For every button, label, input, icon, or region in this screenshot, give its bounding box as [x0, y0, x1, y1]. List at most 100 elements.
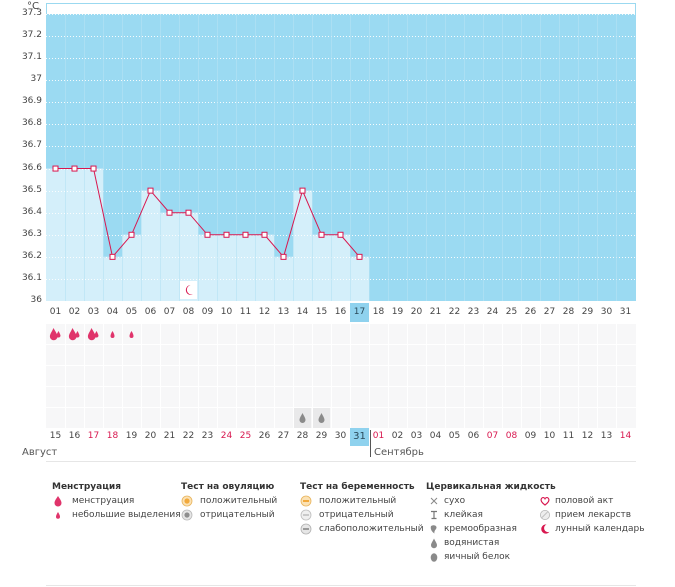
cycle-day-label[interactable]: 13 — [277, 307, 290, 317]
date-label[interactable]: 06 — [467, 431, 480, 441]
date-label[interactable]: 01 — [372, 431, 385, 441]
cycle-day-label[interactable]: 02 — [68, 307, 81, 317]
date-label[interactable]: 25 — [239, 431, 252, 441]
cycle-day-label[interactable]: 11 — [239, 307, 252, 317]
temperature-point-10 — [223, 231, 230, 238]
y-tick-label: 36.8 — [21, 118, 42, 129]
y-axis-unit: °C — [27, 1, 39, 12]
pregnancy-negative-icon — [300, 509, 312, 521]
date-label[interactable]: 23 — [201, 431, 214, 441]
cycle-day-label[interactable]: 06 — [144, 307, 157, 317]
temperature-point-07 — [166, 209, 173, 216]
cycle-day-label[interactable]: 14 — [296, 307, 309, 317]
date-label[interactable]: 20 — [144, 431, 157, 441]
legend-item-sticky: клейкая — [444, 510, 483, 520]
temperature-column-14 — [293, 190, 312, 301]
legend-title-menstruation: Менструация — [52, 482, 121, 492]
symbol-grid-row-2 — [46, 366, 636, 386]
date-label[interactable]: 04 — [429, 431, 442, 441]
cycle-day-label[interactable]: 04 — [106, 307, 119, 317]
date-label[interactable]: 28 — [296, 431, 309, 441]
temperature-point-01 — [52, 165, 59, 172]
temperature-column-13 — [274, 256, 293, 301]
y-tick-label: 36.5 — [21, 184, 42, 195]
temperature-point-17 — [356, 253, 363, 260]
temperature-column-01 — [46, 168, 65, 301]
legend-divider-top — [46, 461, 636, 462]
date-label[interactable]: 03 — [410, 431, 423, 441]
cycle-day-label[interactable]: 01 — [49, 307, 62, 317]
cycle-day-label[interactable]: 15 — [315, 307, 328, 317]
moon-icon — [541, 524, 550, 534]
cycle-day-label[interactable]: 29 — [581, 307, 594, 317]
date-label[interactable]: 31 — [350, 428, 369, 446]
legend-title-cervical: Цервикальная жидкость — [426, 482, 556, 492]
cycle-day-label[interactable]: 31 — [619, 307, 632, 317]
date-label[interactable]: 18 — [106, 431, 119, 441]
date-label[interactable]: 15 — [49, 431, 62, 441]
menstruation-drop-small — [56, 331, 61, 338]
cycle-day-label[interactable]: 25 — [505, 307, 518, 317]
date-label[interactable]: 10 — [543, 431, 556, 441]
pill-icon — [540, 510, 550, 520]
cycle-day-label[interactable]: 28 — [562, 307, 575, 317]
cycle-day-label[interactable]: 08 — [182, 307, 195, 317]
cycle-day-label[interactable]: 05 — [125, 307, 138, 317]
temperature-column-03 — [84, 168, 103, 301]
temperature-column-12 — [255, 234, 274, 301]
cycle-day-label[interactable]: 10 — [220, 307, 233, 317]
cycle-day-label[interactable]: 19 — [391, 307, 404, 317]
date-label[interactable]: 14 — [619, 431, 632, 441]
date-label[interactable]: 11 — [562, 431, 575, 441]
legend-item-ovulation-positive: положительный — [200, 496, 278, 506]
cycle-day-label[interactable]: 22 — [448, 307, 461, 317]
cycle-day-label[interactable]: 20 — [410, 307, 423, 317]
cycle-day-label[interactable]: 03 — [87, 307, 100, 317]
date-label[interactable]: 21 — [163, 431, 176, 441]
date-label[interactable]: 16 — [68, 431, 81, 441]
date-label[interactable]: 12 — [581, 431, 594, 441]
date-label[interactable]: 08 — [505, 431, 518, 441]
date-label[interactable]: 22 — [182, 431, 195, 441]
menstruation-drop-small — [75, 331, 80, 338]
cycle-day-label[interactable]: 21 — [429, 307, 442, 317]
temperature-column-15 — [312, 234, 331, 301]
legend-title-ovulation: Тест на овуляцию — [181, 482, 275, 492]
cycle-day-label[interactable]: 23 — [467, 307, 480, 317]
date-label[interactable]: 13 — [600, 431, 613, 441]
legend-title-pregnancy: Тест на беременность — [300, 482, 415, 492]
date-label[interactable]: 26 — [258, 431, 271, 441]
cycle-day-label[interactable]: 12 — [258, 307, 271, 317]
date-label[interactable]: 17 — [87, 431, 100, 441]
date-label[interactable]: 27 — [277, 431, 290, 441]
symbol-grid-row-4 — [46, 408, 636, 428]
date-label[interactable]: 24 — [220, 431, 233, 441]
cycle-day-label[interactable]: 18 — [372, 307, 385, 317]
cycle-day-label[interactable]: 16 — [334, 307, 347, 317]
cycle-day-label[interactable]: 09 — [201, 307, 214, 317]
egg-white-icon — [430, 553, 438, 562]
date-label[interactable]: 30 — [334, 431, 347, 441]
legend-item-dry: сухо — [444, 496, 466, 506]
y-tick-label: 37 — [30, 74, 42, 85]
month-divider — [370, 430, 371, 457]
date-label[interactable]: 02 — [391, 431, 404, 441]
temperature-point-08 — [185, 209, 192, 216]
cycle-day-label[interactable]: 24 — [486, 307, 499, 317]
date-label[interactable]: 07 — [486, 431, 499, 441]
menstruation-drop-small — [94, 331, 99, 338]
y-tick-label: 36.9 — [21, 96, 42, 107]
legend-item-pregnancy-negative: отрицательный — [319, 510, 394, 520]
cycle-day-label[interactable]: 07 — [163, 307, 176, 317]
date-label[interactable]: 29 — [315, 431, 328, 441]
date-label[interactable]: 09 — [524, 431, 537, 441]
date-label[interactable]: 19 — [125, 431, 138, 441]
date-label[interactable]: 05 — [448, 431, 461, 441]
temperature-column-05 — [122, 234, 141, 301]
light-spotting-icon — [129, 331, 134, 338]
cycle-day-label[interactable]: 26 — [524, 307, 537, 317]
cycle-day-label[interactable]: 27 — [543, 307, 556, 317]
cycle-day-label[interactable]: 17 — [350, 303, 369, 322]
cycle-day-label[interactable]: 30 — [600, 307, 613, 317]
legend-item-intercourse: половой акт — [555, 496, 614, 506]
